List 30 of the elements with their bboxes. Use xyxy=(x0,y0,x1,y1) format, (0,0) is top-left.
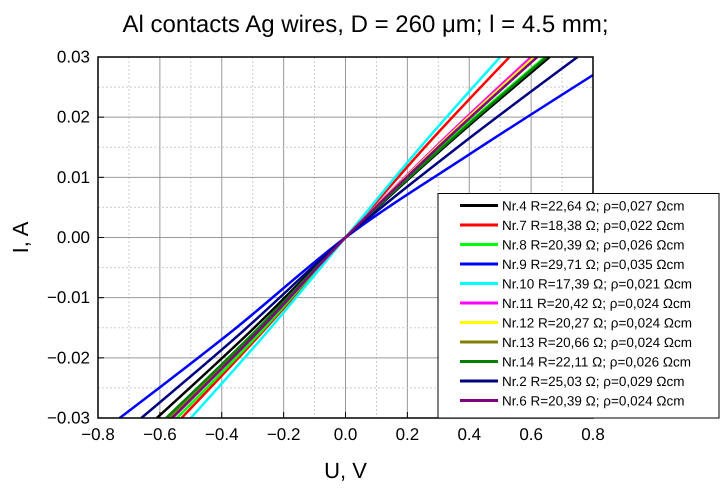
x-tick-label: 0.0 xyxy=(334,425,358,444)
y-tick-label: 0.02 xyxy=(56,108,90,127)
legend-label: Nr.6 R=20,39 Ω; ρ=0,024 Ωcm xyxy=(502,394,684,408)
x-tick-label: 0.6 xyxy=(519,425,543,444)
x-tick-label: −0.4 xyxy=(204,425,239,444)
legend-label: Nr.13 R=20,66 Ω; ρ=0,024 Ωcm xyxy=(502,335,692,350)
y-axis-title: I, A xyxy=(8,221,33,254)
legend-label: Nr.9 R=29,71 Ω; ρ=0,035 Ωcm xyxy=(502,257,684,272)
legend-label: Nr.7 R=18,38 Ω; ρ=0,022 Ωcm xyxy=(502,218,684,233)
y-tick-label: −0.02 xyxy=(46,348,90,368)
x-tick-label: −0.2 xyxy=(266,425,300,444)
y-tick-label: 0.03 xyxy=(56,47,90,66)
legend-label: Nr.10 R=17,39 Ω; ρ=0,021 Ωcm xyxy=(502,276,692,292)
legend-label: Nr.2 R=25,03 Ω; ρ=0,029 Ωcm xyxy=(502,374,684,389)
x-tick-label: 0.4 xyxy=(457,425,482,444)
y-tick-label: −0.01 xyxy=(46,288,90,308)
legend-label: Nr.8 R=20,39 Ω; ρ=0,026 Ωcm xyxy=(502,238,684,252)
y-tick-label: 0.01 xyxy=(56,168,90,187)
legend-label: Nr.4 R=22,64 Ω; ρ=0,027 Ωcm xyxy=(502,198,684,214)
legend-label: Nr.12 R=20,27 Ω; ρ=0,024 Ωcm xyxy=(502,316,692,330)
legend-label: Nr.14 R=22,11 Ω; ρ=0,026 Ωcm xyxy=(502,354,691,370)
y-tick-label: 0.00 xyxy=(56,228,90,247)
x-tick-label: 0.8 xyxy=(581,425,605,444)
y-tick-label: −0.03 xyxy=(46,408,90,428)
x-tick-label: 0.2 xyxy=(396,425,420,444)
x-axis-title: U, V xyxy=(324,458,368,483)
x-tick-label: −0.6 xyxy=(143,425,177,444)
legend-label: Nr.11 R=20,42 Ω; ρ=0,024 Ωcm xyxy=(502,296,691,311)
x-tick-label: −0.8 xyxy=(81,425,115,444)
chart-title: Al contacts Ag wires, D = 260 μm; l = 4.5 mm; xyxy=(122,11,609,38)
